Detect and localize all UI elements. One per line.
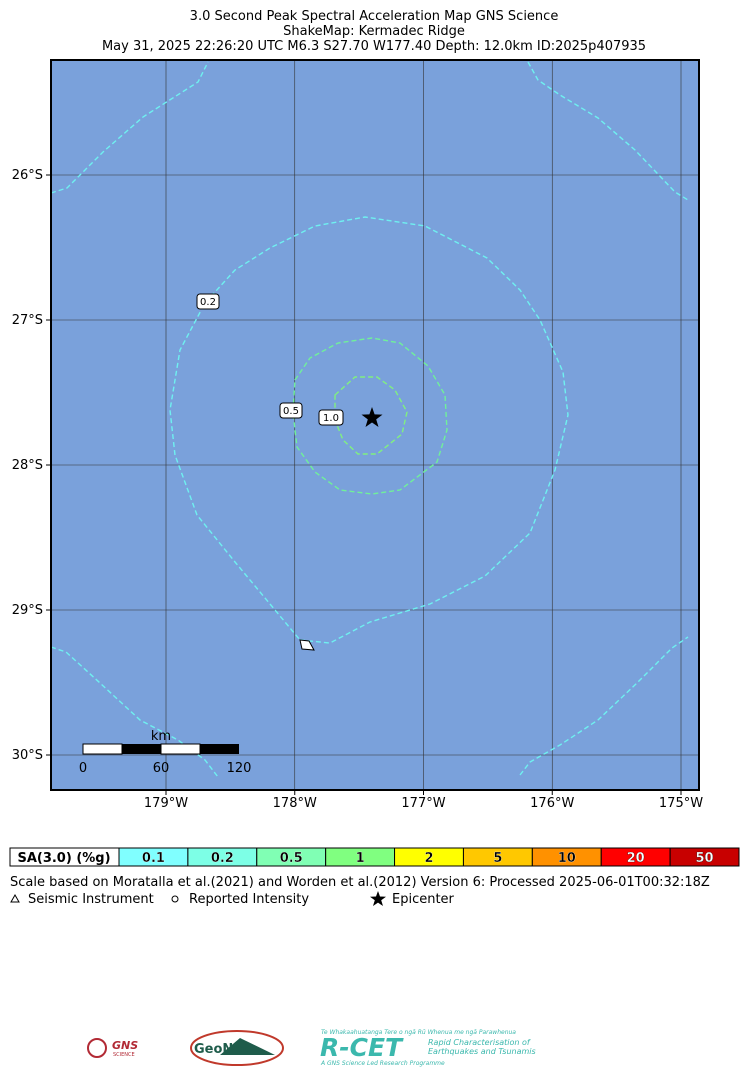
lon-tick-label: 175°W (659, 796, 703, 811)
logo-text: Te Whakaahuatanga Tere o ngā Rū Whenua m… (321, 1029, 516, 1036)
colorbar-label: 50 (696, 851, 714, 866)
contour-label-text: 1.0 (323, 413, 339, 424)
lat-tick-label: 27°S (12, 313, 43, 328)
scale-label: 120 (227, 761, 252, 776)
lon-tick-label: 178°W (273, 796, 317, 811)
rcet-logo: Te Whakaahuatanga Tere o ngā Rū Whenua m… (320, 1029, 536, 1067)
contour (527, 61, 689, 201)
gns-logo: GNS SCIENCE (87, 1038, 138, 1058)
lat-tick-label: 30°S (12, 748, 43, 763)
geonet-logo: GeoNet (190, 1030, 284, 1066)
event-info: May 31, 2025 22:26:20 UTC M6.3 S27.70 W1… (102, 39, 646, 54)
contour (50, 646, 219, 778)
colorbar-label: 10 (558, 851, 576, 866)
subtitle: ShakeMap: Kermadec Ridge (283, 24, 465, 39)
epicenter-symbol (370, 891, 386, 906)
colorbar-label: 0.1 (142, 851, 165, 866)
scale-unit: km (151, 729, 171, 744)
scale-note: Scale based on Moratalla et al.(2021) an… (10, 875, 710, 890)
contour-label-text: 0.5 (283, 406, 299, 417)
contour (519, 636, 689, 776)
contour (334, 376, 408, 455)
contour-label-text: 0.2 (200, 297, 216, 308)
lon-tick-label: 179°W (144, 796, 188, 811)
map-ocean (51, 60, 699, 790)
contour-label: 0.2 (196, 293, 220, 310)
logo-text: GeoNet (194, 1042, 248, 1057)
scale-label: 60 (153, 761, 170, 776)
colorbar-label: 0.5 (280, 851, 303, 866)
instrument-symbol (10, 893, 20, 903)
logo-text: SCIENCE (113, 1052, 135, 1058)
intensity-symbol (171, 895, 179, 903)
contour-label: 0.5 (279, 402, 303, 419)
logo-text: R-CET (320, 1033, 404, 1062)
logo-text: Rapid Characterisation of (428, 1038, 531, 1047)
colorbar-label: 2 (424, 851, 433, 866)
legend-symbol-label: Seismic Instrument (28, 892, 154, 907)
scale-label: 0 (79, 761, 87, 776)
colorbar-cell (669, 847, 740, 867)
legend-symbol-label: Reported Intensity (189, 892, 309, 907)
lat-tick-label: 28°S (12, 458, 43, 473)
colorbar-label: 5 (493, 851, 502, 866)
colorbar-label: 0.2 (211, 851, 234, 866)
lon-tick-label: 176°W (530, 796, 574, 811)
epicenter (361, 407, 383, 427)
lon-tick-label: 177°W (401, 796, 445, 811)
colorbar-label: 20 (627, 851, 645, 866)
logo-text: Earthquakes and Tsunamis (428, 1047, 536, 1056)
map-frame (50, 59, 700, 791)
logo-text: GNS (112, 1039, 138, 1052)
contour-label: 1.0 (318, 409, 344, 426)
lat-tick-label: 26°S (12, 168, 43, 183)
island (299, 639, 315, 651)
legend-symbol-label: Epicenter (392, 892, 455, 907)
scale-bar: km 0 60 120 (79, 729, 252, 776)
lat-tick-label: 29°S (12, 603, 43, 618)
graticule (46, 60, 699, 795)
contour (292, 337, 448, 495)
colorbar: SA(3.0) (%g) 0.1 0.2 0.5 1 2 5 10 20 50 (9, 847, 740, 867)
logo-text: A GNS Science Led Research Programme (320, 1060, 445, 1067)
title: 3.0 Second Peak Spectral Acceleration Ma… (190, 9, 559, 24)
colorbar-title: SA(3.0) (%g) (17, 851, 110, 866)
colorbar-label: 1 (356, 851, 365, 866)
